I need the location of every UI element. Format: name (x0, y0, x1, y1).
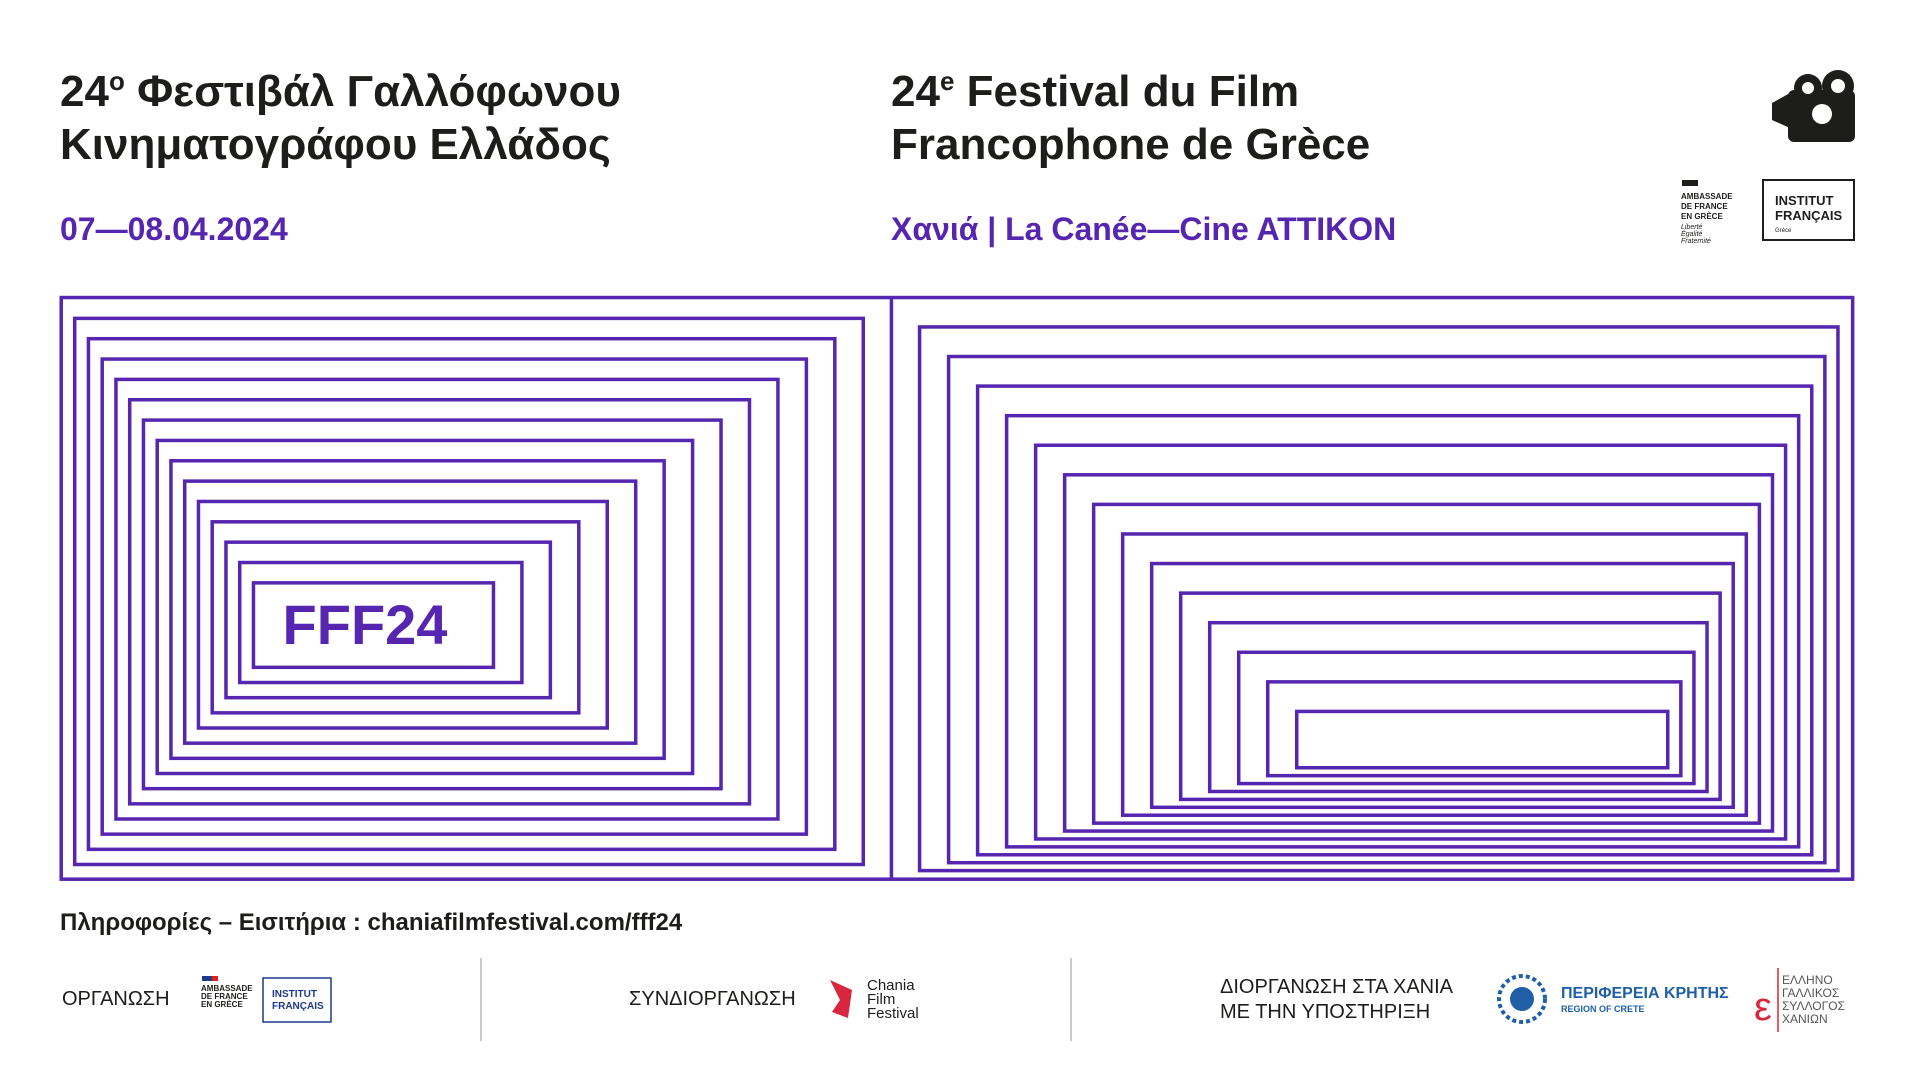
frame (1236, 650, 1696, 786)
region-name: ΠΕΡΙΦΕΡΕΙΑ ΚΡΗΤΗΣ (1561, 985, 1729, 1002)
embassy-logo-small: AMBASSADE DE FRANCE EN GRÈCE (201, 976, 253, 1009)
frame (975, 384, 1814, 857)
frame (141, 418, 723, 791)
embassy-motto: Liberté (1681, 224, 1703, 231)
frame (72, 316, 866, 867)
frame (196, 499, 610, 730)
frame (917, 325, 1840, 873)
logo-line: ΕΛΛΗΝΟ (1782, 973, 1833, 987)
embassy-line: AMBASSADE (201, 984, 253, 993)
frame (127, 397, 752, 806)
embassy-line: AMBASSADE (1681, 192, 1733, 201)
frame (86, 336, 837, 852)
frame (114, 377, 780, 821)
frame (1062, 473, 1775, 833)
region-logo: ΠΕΡΙΦΕΡΕΙΑ ΚΡΗΤΗΣ REGION OF CRETE (1497, 974, 1729, 1024)
chania-film-festival-logo: Chania Film Festival (830, 977, 919, 1022)
frame (182, 479, 638, 745)
institut-line: FRANÇAIS (272, 1001, 324, 1012)
footer-label: ΟΡΓΑΝΩΣΗ (62, 988, 170, 1010)
superscript: ο (109, 66, 125, 96)
frame (237, 560, 524, 685)
logo-line: Festival (867, 1005, 919, 1022)
french-title-line1: 24e Festival du Film (891, 66, 1299, 116)
footer-label: ΔΙΟΡΓΑΝΩΣΗ ΣΤΑ ΧΑΝΙΑ (1220, 976, 1454, 998)
logo-line: ΧΑΝΙΩΝ (1782, 1012, 1828, 1026)
frame (59, 295, 1855, 881)
frame (155, 438, 695, 776)
embassy-logo: AMBASSADE DE FRANCE EN GRÈCE Liberté Éga… (1681, 180, 1733, 245)
artwork (59, 295, 1855, 881)
logo-line: ΣΥΛΛΟΓΟΣ (1782, 999, 1845, 1013)
frame (1120, 532, 1749, 817)
association-logo: ε ΕΛΛΗΝΟ ΓΑΛΛΙΚΟΣ ΣΥΛΛΟΓΟΣ ΧΑΝΙΩΝ (1754, 968, 1845, 1032)
embassy-line: DE FRANCE (1681, 202, 1728, 211)
frame (1294, 709, 1670, 770)
footer-label: ΣΥΝΔΙΟΡΓΑΝΩΣΗ (629, 988, 796, 1010)
frame (1033, 443, 1788, 841)
institut-sub: Grèce (1775, 228, 1792, 234)
logo-line: ΓΑΛΛΙΚΟΣ (1782, 986, 1839, 1000)
region-sub: REGION OF CRETE (1561, 1004, 1645, 1014)
venue: Χανιά | La Canée—Cine ATTIKON (891, 211, 1396, 247)
frame (1207, 620, 1709, 794)
info: Πληροφορίες – Εισιτήρια : chaniafilmfest… (60, 909, 683, 936)
frame (946, 354, 1827, 865)
institut-logo: INSTITUT FRANÇAIS Grèce (1762, 179, 1855, 241)
greek-title-line2: Κινηματογράφου Ελλάδος (60, 120, 611, 169)
frame (1091, 502, 1762, 825)
frame (1265, 680, 1683, 778)
institut-logo-small: INSTITUT FRANÇAIS (262, 977, 332, 1023)
embassy-line: DE FRANCE (201, 992, 248, 1001)
number: 24 (60, 67, 109, 116)
institut-line: FRANÇAIS (1775, 208, 1842, 223)
frame (169, 459, 666, 761)
embassy-motto: Égalité (1681, 229, 1703, 238)
logo-line: Film (867, 991, 895, 1008)
institut-line: INSTITUT (1775, 193, 1834, 208)
number: 24 (891, 67, 940, 116)
logo-line: Chania (867, 977, 915, 994)
greek-title-line1: 24ο Φεστιβάλ Γαλλόφωνου (60, 66, 621, 116)
frame (210, 520, 581, 715)
frame (1178, 591, 1722, 802)
embassy-line: EN GRÈCE (1681, 212, 1723, 221)
frame (224, 540, 553, 700)
frame (1004, 413, 1801, 849)
embassy-line: EN GRÈCE (201, 1000, 243, 1009)
logo-mark: ε (1754, 985, 1772, 1029)
festival-logo (1772, 70, 1855, 142)
institut-line: INSTITUT (272, 989, 317, 1000)
frame (251, 581, 496, 670)
text: Festival du Film (954, 67, 1299, 116)
french-title-line2: Francophone de Grèce (891, 120, 1370, 169)
frame (1149, 561, 1735, 810)
footer-label: ΜΕ ΤΗΝ ΥΠΟΣΤΗΡΙΞΗ (1220, 1001, 1430, 1023)
frame (100, 357, 809, 836)
superscript: e (940, 66, 954, 96)
artwork-label: FFF24 (283, 593, 448, 656)
text: Φεστιβάλ Γαλλόφωνου (125, 67, 621, 116)
embassy-motto: Fraternité (1681, 238, 1711, 245)
dates: 07—08.04.2024 (60, 211, 288, 247)
